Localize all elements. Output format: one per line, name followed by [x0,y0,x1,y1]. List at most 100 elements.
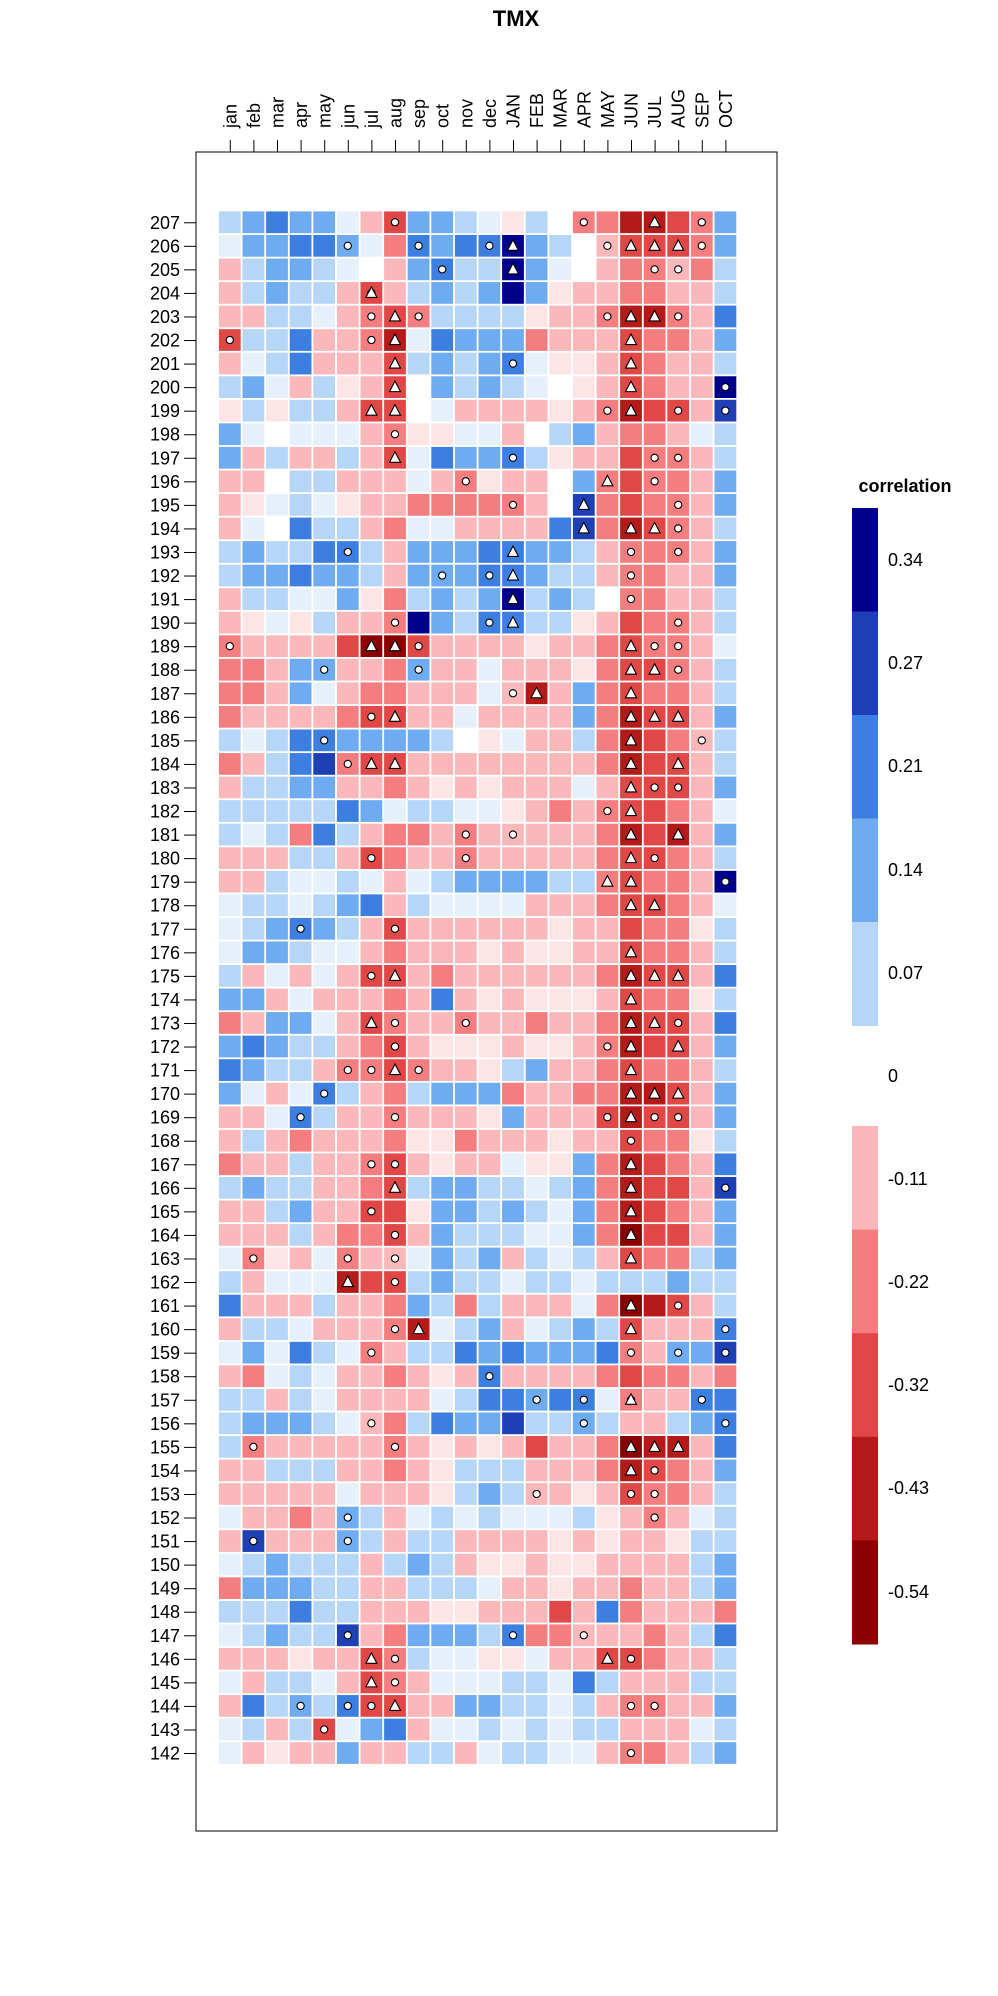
heatmap-cell [477,1270,502,1294]
heatmap-cell [430,1505,454,1530]
heatmap-cell [524,634,549,658]
heatmap-cell [595,987,620,1012]
heatmap-cell [454,1411,478,1436]
heatmap-cell [288,1717,313,1742]
heatmap-cell [406,752,431,776]
heatmap-cell [359,822,384,847]
y-tick-label: 169 [150,1108,180,1128]
significance-circle [697,1395,706,1404]
heatmap-cell [454,304,478,329]
heatmap-cell [501,799,525,823]
heatmap-cell [288,799,313,823]
heatmap-cell [595,516,620,541]
heatmap-cell [336,587,360,611]
heatmap-cell [430,917,454,941]
significance-circle [343,1065,352,1075]
significance-triangle [671,968,685,981]
heatmap-cell [524,1717,549,1742]
heatmap-cell [454,775,478,800]
heatmap-cell [218,1717,242,1742]
heatmap-cell [430,1717,454,1742]
heatmap-cell [312,870,336,894]
heatmap-cell [312,493,336,517]
heatmap-cell [241,987,266,1012]
significance-circle [485,618,494,627]
heatmap-cell [241,210,266,234]
heatmap-cell [572,587,596,611]
heatmap-cell [454,1081,478,1106]
heatmap-cell [595,917,620,941]
heatmap-cell [312,563,336,588]
heatmap-cell [572,1482,596,1506]
heatmap-cell [430,964,454,988]
heatmap-cell [501,1576,525,1600]
heatmap-cell [265,328,289,352]
heatmap-cell [595,257,620,282]
heatmap-cell [454,563,478,588]
heatmap-cell [430,940,454,964]
heatmap-cell [572,1246,596,1271]
significance-triangle [506,238,520,251]
heatmap-cell [548,1199,572,1224]
heatmap-cell [477,1317,502,1341]
heatmap-cell [572,1435,596,1459]
heatmap-cell [359,1317,384,1341]
heatmap-cell [477,1482,502,1506]
significance-triangle [624,1062,638,1076]
heatmap-cell [430,493,454,517]
heatmap-cell [477,210,502,234]
significance-circle [225,642,234,651]
heatmap-cell [501,1458,525,1483]
heatmap-cell [642,1388,667,1412]
heatmap-cell [406,1199,431,1224]
heatmap-cell [524,917,549,941]
heatmap-cell [477,1246,502,1271]
heatmap-cell [524,1741,549,1765]
plot-frame [195,151,778,1832]
significance-circle [390,430,400,439]
heatmap-cell [572,964,596,988]
heatmap-cell [548,1176,572,1200]
heatmap-cell [218,799,242,823]
heatmap-cell [454,1552,478,1577]
heatmap-cell [288,610,313,635]
heatmap-cell [430,1341,454,1365]
heatmap-cell [477,1670,502,1695]
significance-triangle [624,309,638,322]
heatmap-cell [501,1317,525,1341]
heatmap-cell [690,1270,714,1294]
significance-circle [367,712,376,721]
heatmap-cell [454,893,478,917]
heatmap-cell [619,1505,643,1530]
heatmap-cell [619,469,643,493]
legend-color-bin [852,922,878,1026]
heatmap-cell [406,1011,431,1035]
heatmap-cell [595,1505,620,1530]
heatmap-cell [265,351,289,376]
heatmap-cell [359,893,384,917]
heatmap-cell [454,234,478,258]
heatmap-cell [218,540,242,564]
legend-color-bin [852,1540,878,1645]
heatmap-cell [642,1741,667,1765]
heatmap-cell [619,917,643,941]
y-tick-label: 189 [150,637,180,657]
heatmap-cell [265,1647,289,1671]
heatmap-cell [666,1176,690,1200]
heatmap-cell [548,1270,572,1294]
heatmap-cell [690,1741,714,1765]
heatmap-cell [619,1529,643,1553]
heatmap-cell [595,281,620,305]
heatmap-cell [690,469,714,493]
heatmap-cell [642,1647,667,1671]
heatmap-cell [430,1105,454,1129]
heatmap-cell [690,1058,714,1082]
heatmap-cell [406,375,431,399]
heatmap-cell [359,1741,384,1765]
heatmap-cell [218,1529,242,1553]
heatmap-cell [501,987,525,1012]
heatmap-cell [642,1552,667,1577]
heatmap-cell [336,1600,360,1624]
heatmap-cell [548,210,572,234]
y-tick-label: 205 [150,260,180,280]
